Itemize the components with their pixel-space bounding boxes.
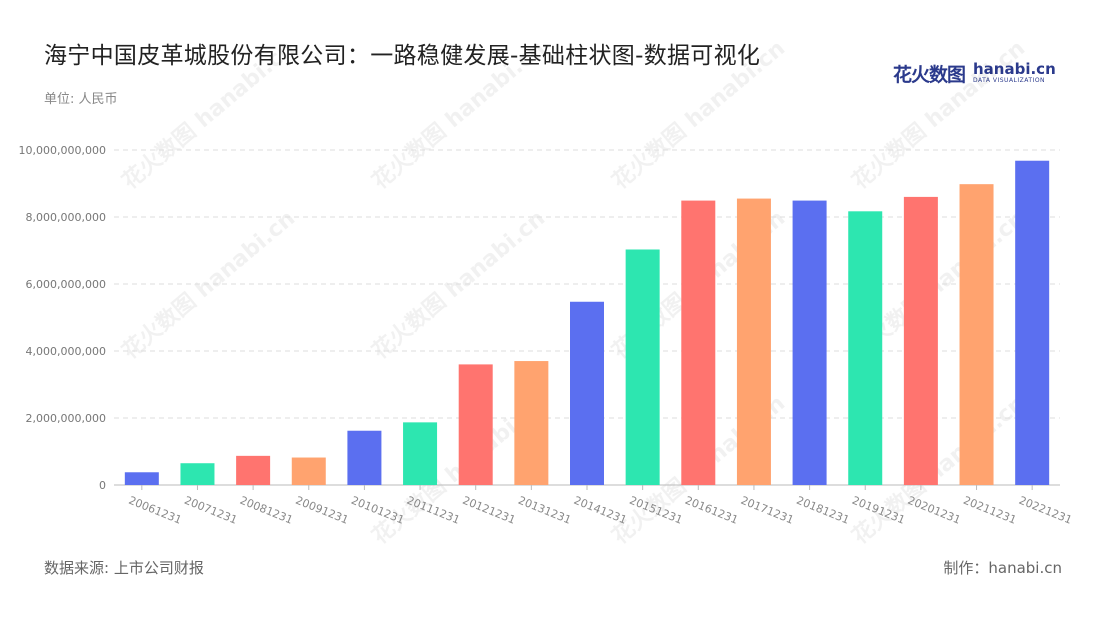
bar-20061231 bbox=[124, 472, 159, 485]
y-tick-label: 0 bbox=[99, 479, 106, 492]
bar-20201231 bbox=[903, 196, 938, 485]
page-title: 海宁中国皮革城股份有限公司：一路稳健发展-基础柱状图-数据可视化 bbox=[44, 43, 761, 69]
bar-20181231 bbox=[792, 200, 827, 485]
x-tick-label: 20131231 bbox=[516, 494, 573, 527]
bar-20111231 bbox=[403, 422, 438, 485]
bar-20081231 bbox=[236, 455, 271, 485]
watermark-text: 花火数图 hanabi.cn bbox=[847, 35, 1030, 194]
data-source: 数据来源: 上市公司财报 bbox=[44, 559, 204, 577]
logo-en-text: hanabi.cn bbox=[973, 60, 1056, 78]
y-tick-label: 4,000,000,000 bbox=[26, 345, 106, 358]
bar-20191231 bbox=[848, 211, 883, 485]
x-tick-label: 20221231 bbox=[1017, 494, 1074, 527]
logo-sub-text: DATA VISUALIZATION bbox=[973, 77, 1046, 84]
x-tick-label: 20071231 bbox=[182, 494, 239, 527]
bar-20141231 bbox=[570, 301, 604, 485]
unit-label: 单位: 人民币 bbox=[44, 92, 118, 107]
x-tick-label: 20061231 bbox=[127, 494, 184, 527]
watermark-text: 花火数图 hanabi.cn bbox=[607, 35, 790, 194]
watermark-text: 花火数图 hanabi.cn bbox=[117, 35, 300, 194]
bar-20221231 bbox=[1015, 160, 1050, 485]
y-tick-label: 6,000,000,000 bbox=[26, 278, 106, 291]
made-by: 制作：hanabi.cn bbox=[943, 559, 1062, 577]
bar-20151231 bbox=[625, 249, 660, 485]
x-tick-label: 20181231 bbox=[794, 494, 851, 527]
watermark-text: 花火数图 hanabi.cn bbox=[367, 35, 550, 194]
x-tick-label: 20141231 bbox=[572, 494, 629, 527]
bar-20211231 bbox=[959, 184, 994, 486]
x-tick-label: 20201231 bbox=[906, 494, 963, 527]
bar-20091231 bbox=[291, 457, 326, 485]
x-tick-label: 20211231 bbox=[961, 494, 1018, 527]
bar-20131231 bbox=[514, 361, 549, 485]
x-tick-label: 20081231 bbox=[238, 494, 295, 527]
bar-20101231 bbox=[347, 430, 382, 485]
brand-logo: 花火数图 hanabi.cn DATA VISUALIZATION bbox=[893, 60, 1056, 86]
watermark-text: 花火数图 hanabi.cn bbox=[117, 205, 300, 364]
logo-cn-text: 花火数图 bbox=[893, 64, 966, 86]
y-tick-label: 2,000,000,000 bbox=[26, 412, 106, 425]
x-tick-label: 20091231 bbox=[294, 494, 351, 527]
x-tick-label: 20121231 bbox=[461, 494, 518, 527]
bar-20161231 bbox=[681, 200, 716, 485]
y-tick-label: 10,000,000,000 bbox=[19, 144, 106, 157]
x-tick-label: 20161231 bbox=[683, 494, 740, 527]
bar-20171231 bbox=[736, 198, 771, 485]
x-tick-label: 20171231 bbox=[739, 494, 796, 527]
bar-20071231 bbox=[180, 463, 215, 485]
y-tick-label: 8,000,000,000 bbox=[26, 211, 106, 224]
watermark-text: 花火数图 hanabi.cn bbox=[367, 205, 550, 364]
bar-20121231 bbox=[458, 364, 493, 485]
